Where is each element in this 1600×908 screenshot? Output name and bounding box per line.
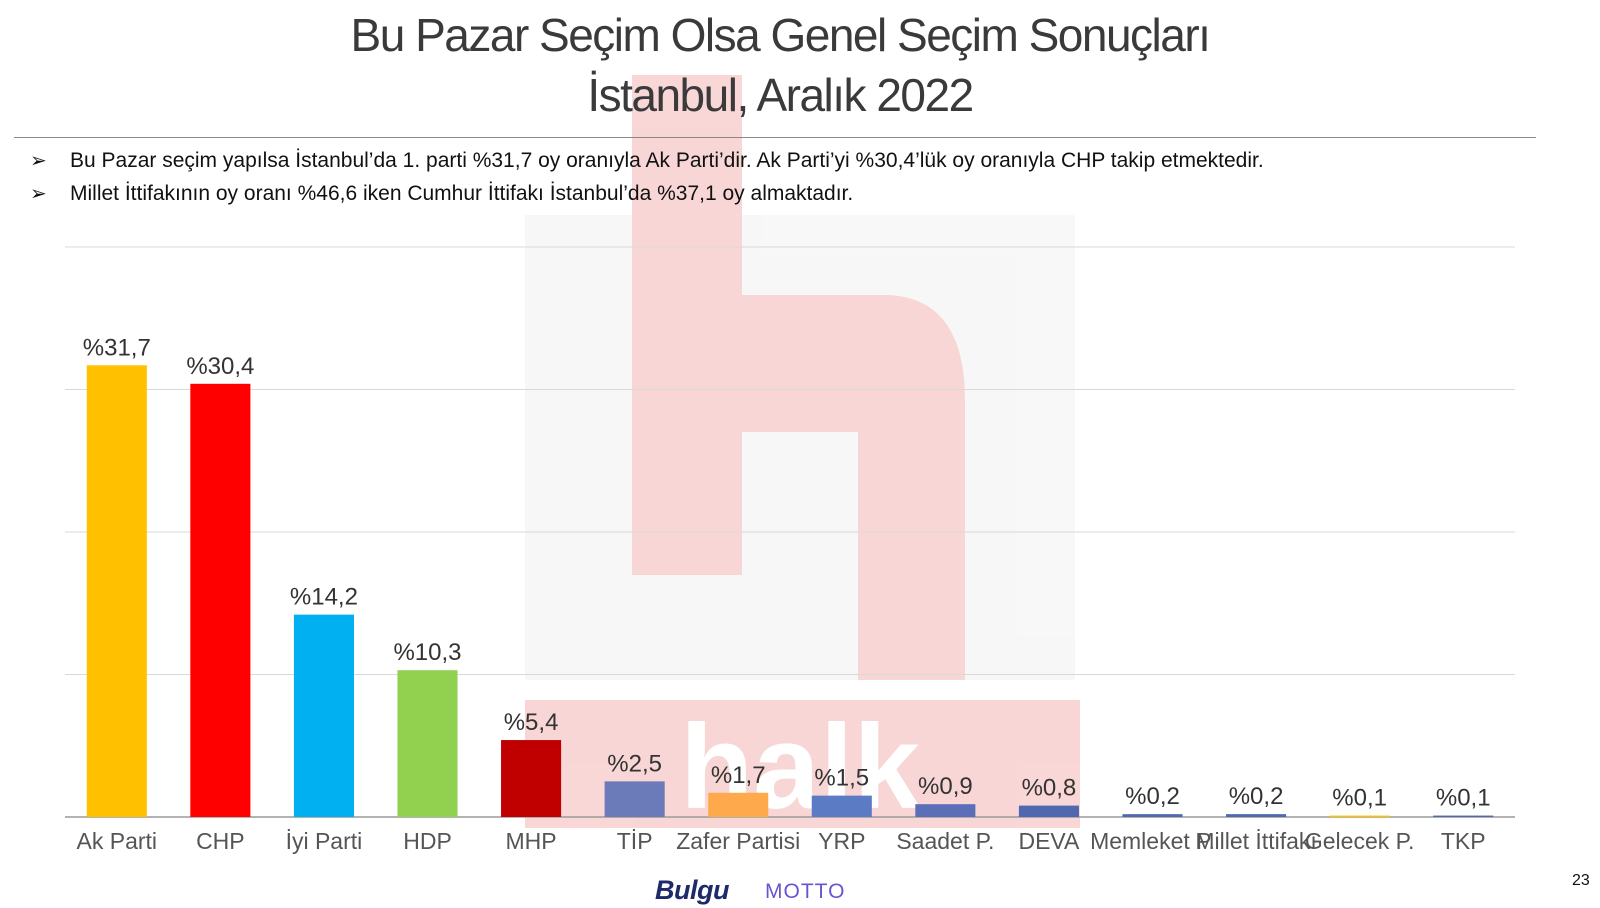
data-label: %5,4 [504, 709, 559, 736]
x-tick-label: İyi Parti [286, 828, 363, 854]
data-label: %14,2 [290, 584, 358, 611]
bulgu-logo: Bulgu [655, 875, 729, 905]
bar [190, 383, 251, 817]
x-tick-label: HDP [403, 828, 452, 854]
data-label: %30,4 [186, 353, 254, 380]
bar [604, 781, 665, 817]
data-label: %31,7 [83, 334, 151, 361]
x-tick-label: Gelecek P. [1305, 828, 1415, 854]
x-tick-label: Ak Parti [77, 828, 158, 854]
page-title-line2: İstanbul, Aralık 2022 [587, 69, 974, 121]
data-label: %0,1 [1332, 785, 1387, 812]
summary-bullets: ➢ Bu Pazar seçim yapılsa İstanbul’da 1. … [30, 144, 1550, 210]
data-label: %0,8 [1022, 775, 1077, 802]
summary-bullet: ➢ Millet İttifakının oy oranı %46,6 iken… [30, 177, 1550, 210]
x-tick-label: CHP [196, 828, 245, 854]
x-tick-label: Memleket P. [1090, 828, 1215, 854]
data-label: %1,7 [711, 762, 766, 789]
summary-text: Millet İttifakının oy oranı %46,6 iken C… [70, 181, 854, 205]
x-tick-label: TİP [617, 828, 653, 854]
bar [501, 740, 562, 817]
motto-logo: MOTTO [765, 880, 846, 903]
bar [915, 804, 976, 817]
summary-bullet: ➢ Bu Pazar seçim yapılsa İstanbul’da 1. … [30, 144, 1550, 177]
page-title-line1: Bu Pazar Seçim Olsa Genel Seçim Sonuçlar… [350, 9, 1211, 61]
x-tick-label: Millet İttifakı [1195, 828, 1316, 854]
data-label: %2,5 [607, 750, 662, 777]
page-number: 23 [1572, 872, 1590, 889]
bar [397, 670, 458, 817]
arrow-bullet-icon: ➢ [30, 150, 47, 172]
bar [708, 792, 769, 817]
bar [1329, 815, 1390, 818]
x-tick-label: Saadet P. [896, 828, 994, 854]
bar [1122, 814, 1183, 817]
bar [293, 614, 354, 817]
bar [1018, 805, 1079, 817]
title-divider [14, 137, 1536, 138]
data-label: %0,2 [1229, 783, 1284, 810]
bar [1226, 814, 1287, 817]
data-label: %0,2 [1125, 783, 1180, 810]
summary-text: Bu Pazar seçim yapılsa İstanbul’da 1. pa… [70, 148, 1264, 172]
x-tick-label: TKP [1441, 828, 1486, 854]
x-tick-label: Zafer Partisi [676, 828, 800, 854]
x-tick-label: YRP [818, 828, 865, 854]
bar [1433, 815, 1494, 818]
data-label: %1,5 [814, 765, 869, 792]
arrow-bullet-icon: ➢ [30, 183, 47, 205]
bar [86, 365, 147, 817]
x-tick-label: MHP [506, 828, 557, 854]
data-label: %0,1 [1436, 785, 1491, 812]
bar [811, 795, 872, 817]
x-tick-label: DEVA [1018, 828, 1080, 854]
data-label: %10,3 [393, 639, 461, 666]
data-label: %0,9 [918, 773, 973, 800]
